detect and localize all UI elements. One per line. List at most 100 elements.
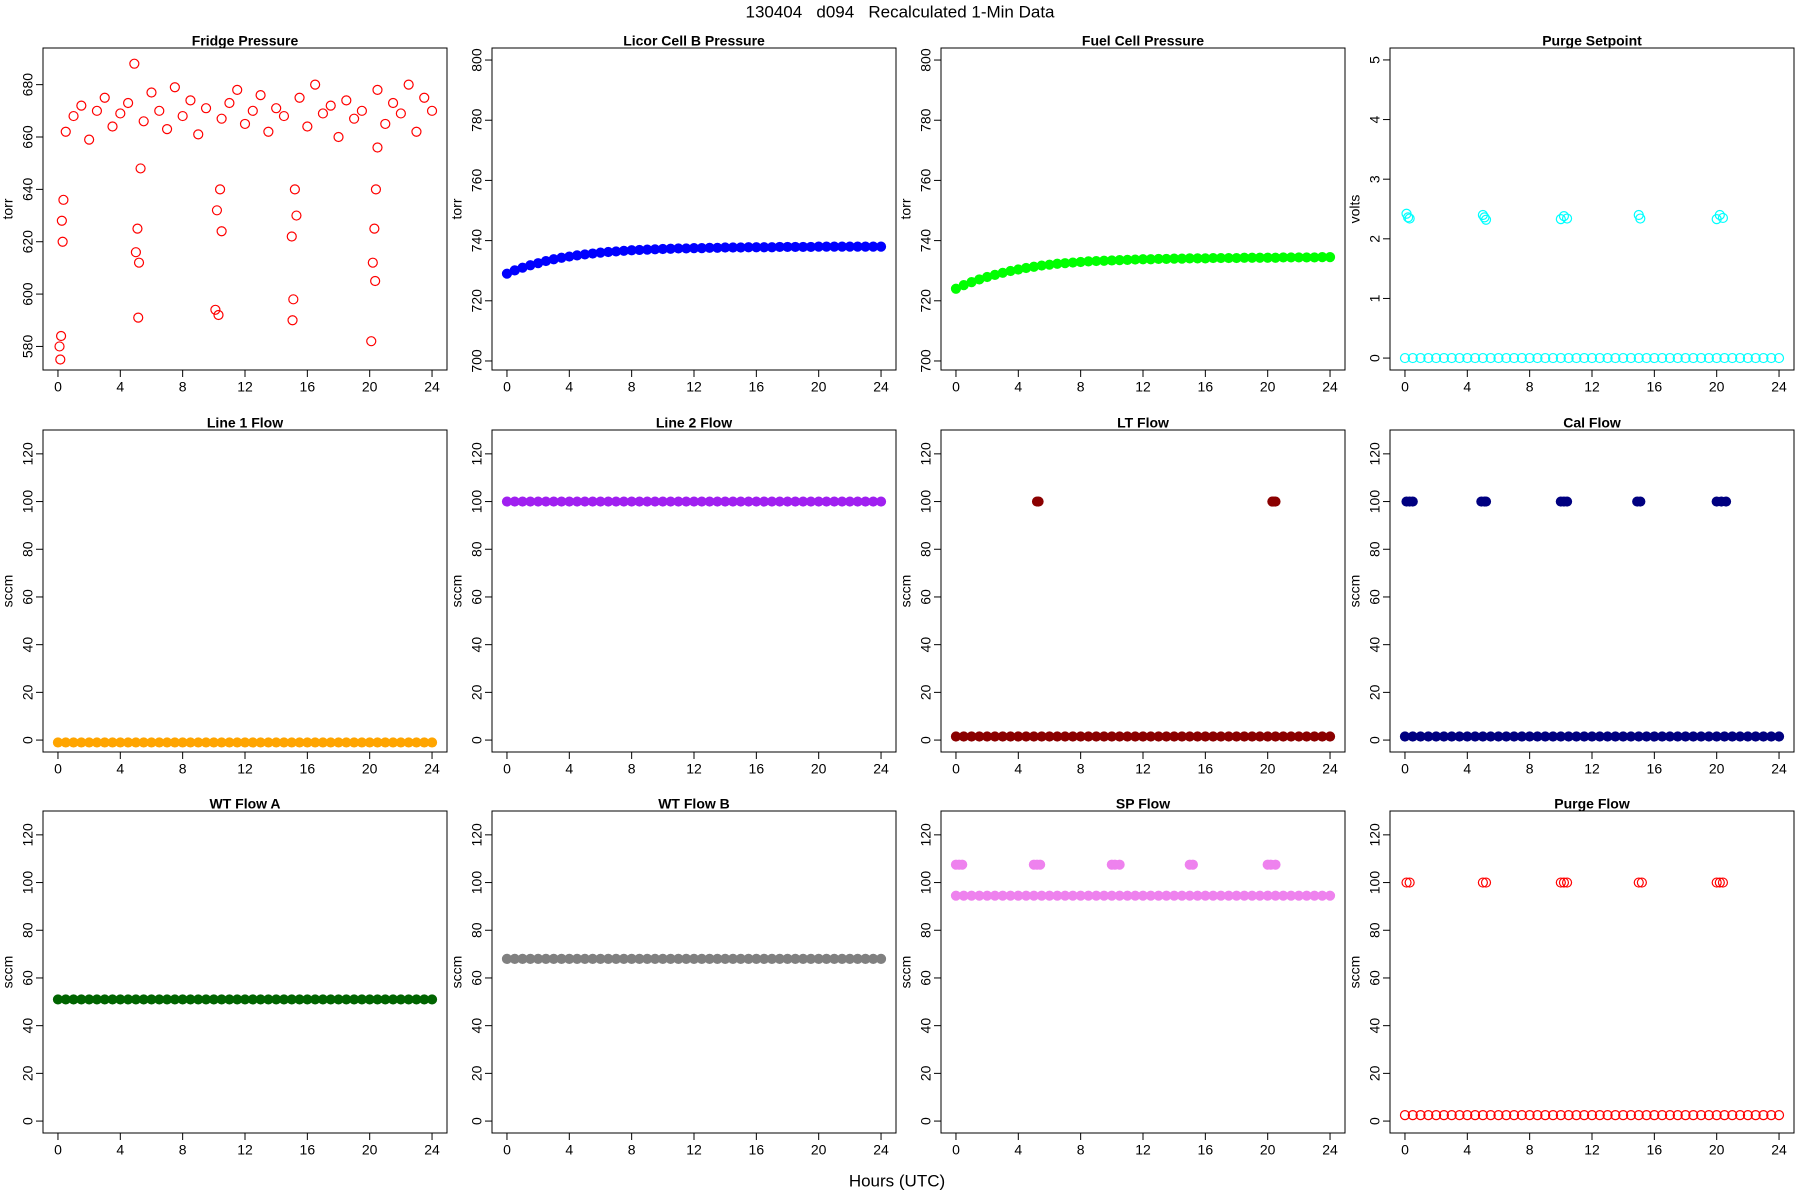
- point: [1703, 352, 1714, 364]
- x-tick-label: 16: [749, 761, 765, 777]
- x-tick-label: 12: [1584, 761, 1600, 777]
- point: [211, 205, 223, 216]
- point: [55, 330, 67, 342]
- x-tick-label: 16: [300, 379, 316, 395]
- point: [1563, 1110, 1574, 1121]
- x-tick-label: 0: [503, 379, 511, 395]
- y-tick-label: 100: [1367, 490, 1383, 514]
- y-axis-label: torr: [898, 198, 914, 219]
- x-tick-label: 20: [1709, 379, 1725, 395]
- point: [395, 108, 406, 119]
- y-tick-label: 60: [469, 589, 485, 605]
- plot-frame: [940, 810, 1346, 1134]
- point: [1558, 211, 1570, 222]
- panel-title: WT Flow A: [209, 796, 280, 812]
- y-axis-label: torr: [0, 198, 16, 219]
- point: [1758, 352, 1769, 364]
- y-tick-label: 600: [20, 282, 36, 306]
- point: [957, 859, 968, 870]
- point: [210, 304, 221, 315]
- x-tick-label: 16: [1198, 1142, 1214, 1158]
- y-tick-label: 40: [20, 1018, 36, 1034]
- point: [1561, 877, 1573, 888]
- point: [247, 105, 258, 116]
- point: [1586, 352, 1598, 364]
- panel: Fridge Pressure torr 0 4 8 12 16 20 24 580 600 620 6…: [0, 33, 448, 395]
- x-tick-label: 20: [362, 379, 378, 395]
- point: [310, 79, 321, 90]
- point: [302, 121, 313, 132]
- y-tick-label: 120: [20, 823, 36, 847]
- y-tick-label: 40: [20, 637, 36, 653]
- page-title: 130404 d094 Recalculated 1-Min Data: [745, 2, 1055, 21]
- point: [1270, 496, 1281, 507]
- point: [133, 257, 145, 268]
- point: [1711, 1110, 1722, 1121]
- x-tick-label: 8: [628, 761, 636, 777]
- panel-title: Fridge Pressure: [192, 33, 299, 49]
- point: [1561, 496, 1573, 507]
- point: [1711, 877, 1722, 888]
- point: [193, 129, 204, 140]
- point: [317, 108, 329, 119]
- point: [1399, 1110, 1411, 1121]
- x-tick-label: 16: [300, 1142, 316, 1158]
- point: [271, 103, 282, 114]
- x-tick-label: 8: [628, 1142, 636, 1158]
- point: [1657, 1110, 1668, 1121]
- point: [278, 110, 290, 122]
- point: [1516, 1110, 1527, 1121]
- point: [1462, 352, 1473, 364]
- y-tick-label: 0: [20, 1117, 36, 1125]
- y-tick-label: 60: [20, 589, 36, 605]
- point: [1714, 877, 1725, 888]
- x-tick-label: 4: [1014, 1142, 1022, 1158]
- point: [1649, 1110, 1660, 1121]
- point: [1610, 1110, 1621, 1121]
- point: [1579, 352, 1590, 364]
- x-tick-label: 4: [116, 379, 124, 395]
- point: [1454, 352, 1465, 364]
- point: [1664, 1110, 1676, 1121]
- point: [1480, 877, 1492, 888]
- point: [875, 496, 887, 507]
- point: [1547, 1110, 1559, 1121]
- point: [1641, 352, 1652, 364]
- y-tick-label: 720: [918, 289, 934, 313]
- y-tick-label: 120: [1367, 823, 1383, 847]
- point: [325, 100, 336, 111]
- y-axis-label: sccm: [0, 956, 16, 989]
- y-tick-label: 60: [918, 970, 934, 986]
- panel: WT Flow B sccm 0 4 8 12 16 20 24 0 20 40 60 80 100 120: [449, 796, 897, 1158]
- y-tick-label: 780: [469, 108, 485, 132]
- y-tick-label: 120: [20, 442, 36, 466]
- x-tick-label: 0: [1401, 761, 1409, 777]
- point: [370, 275, 381, 287]
- point: [56, 215, 67, 226]
- plot-frame: [491, 429, 897, 753]
- x-tick-label: 24: [424, 379, 440, 395]
- y-tick-label: 60: [469, 970, 485, 986]
- y-tick-label: 100: [20, 490, 36, 514]
- point: [1532, 1110, 1543, 1121]
- point: [1773, 731, 1785, 742]
- x-tick-label: 12: [1584, 1142, 1600, 1158]
- y-tick-label: 60: [1367, 589, 1383, 605]
- plot-frame: [42, 810, 448, 1134]
- point: [54, 341, 65, 352]
- point: [1680, 1110, 1691, 1121]
- point: [1727, 352, 1738, 364]
- y-tick-label: 40: [469, 1018, 485, 1034]
- panel: Line 2 Flow sccm 0 4 8 12 16 20 24 0 20 40 60 80 100 12…: [449, 415, 897, 777]
- x-tick-label: 0: [952, 379, 960, 395]
- point: [1540, 352, 1551, 364]
- y-axis-label: sccm: [449, 575, 465, 608]
- point: [1407, 1110, 1418, 1121]
- y-tick-label: 20: [918, 684, 934, 700]
- panel: Fuel Cell Pressure torr 0 4 8 12 16 20 24 700 720 7…: [898, 33, 1346, 395]
- point: [1636, 877, 1647, 888]
- x-tick-label: 0: [952, 761, 960, 777]
- point: [1407, 352, 1418, 364]
- panel: LT Flow sccm 0 4 8 12 16 20 24 0 20 40 60 80 100 120: [898, 415, 1346, 777]
- points: [501, 496, 887, 507]
